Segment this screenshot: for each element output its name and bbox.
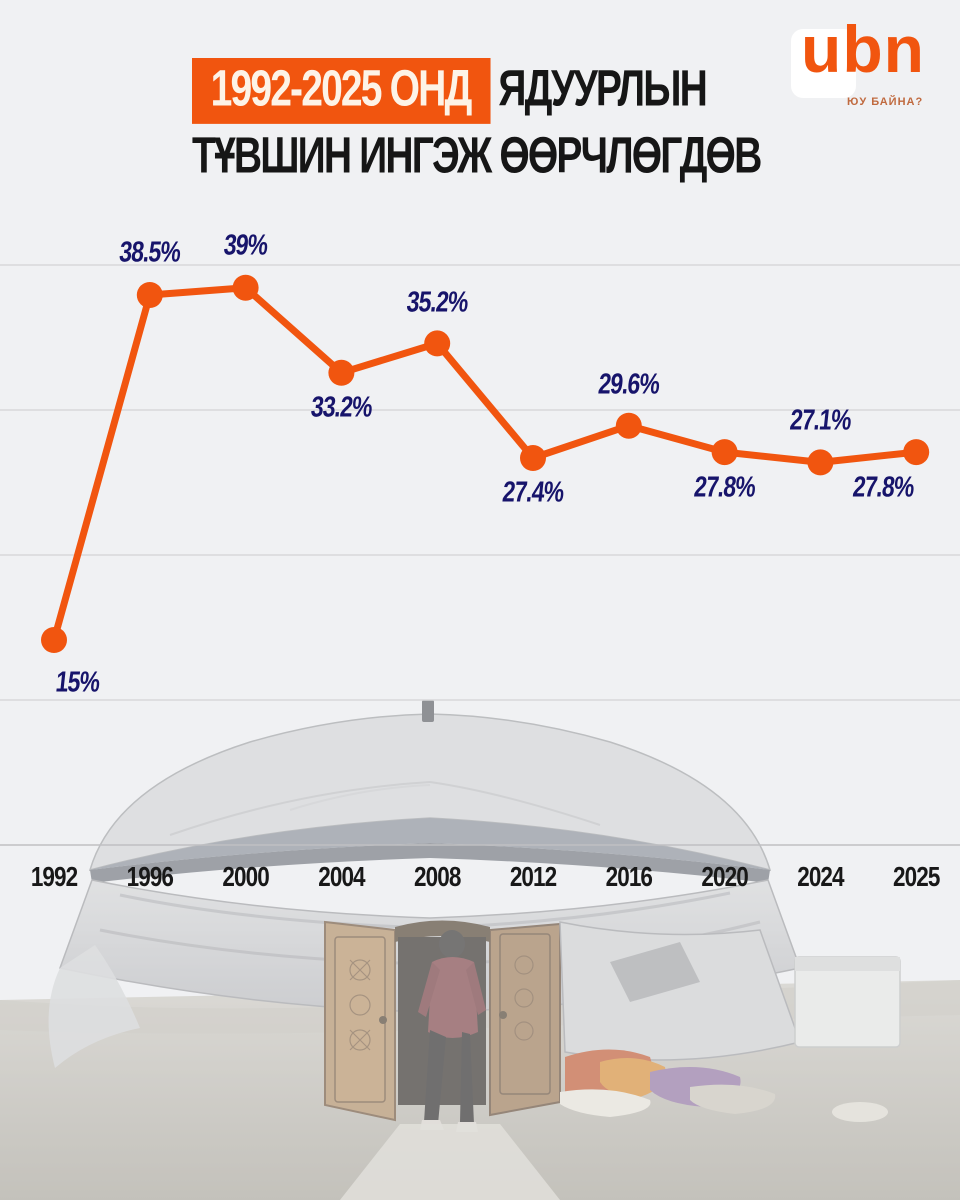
svg-text:2004: 2004 [318, 862, 365, 893]
svg-text:2008: 2008 [414, 862, 461, 893]
svg-text:39%: 39% [222, 228, 269, 261]
svg-text:35.2%: 35.2% [405, 285, 470, 318]
svg-text:27.8%: 27.8% [851, 470, 916, 503]
svg-text:2016: 2016 [606, 862, 653, 893]
svg-text:2020: 2020 [701, 862, 748, 893]
svg-text:27.1%: 27.1% [788, 403, 853, 436]
svg-text:2025: 2025 [893, 862, 940, 893]
svg-text:2024: 2024 [797, 862, 844, 893]
svg-text:15%: 15% [54, 665, 101, 698]
svg-text:1996: 1996 [127, 862, 174, 893]
svg-text:27.8%: 27.8% [693, 470, 758, 503]
svg-text:2012: 2012 [510, 862, 557, 893]
svg-text:1992: 1992 [31, 862, 78, 893]
svg-text:33.2%: 33.2% [309, 390, 374, 423]
svg-text:29.6%: 29.6% [597, 367, 662, 400]
svg-text:2000: 2000 [222, 862, 269, 893]
svg-text:27.4%: 27.4% [501, 475, 566, 508]
svg-text:38.5%: 38.5% [118, 235, 183, 268]
